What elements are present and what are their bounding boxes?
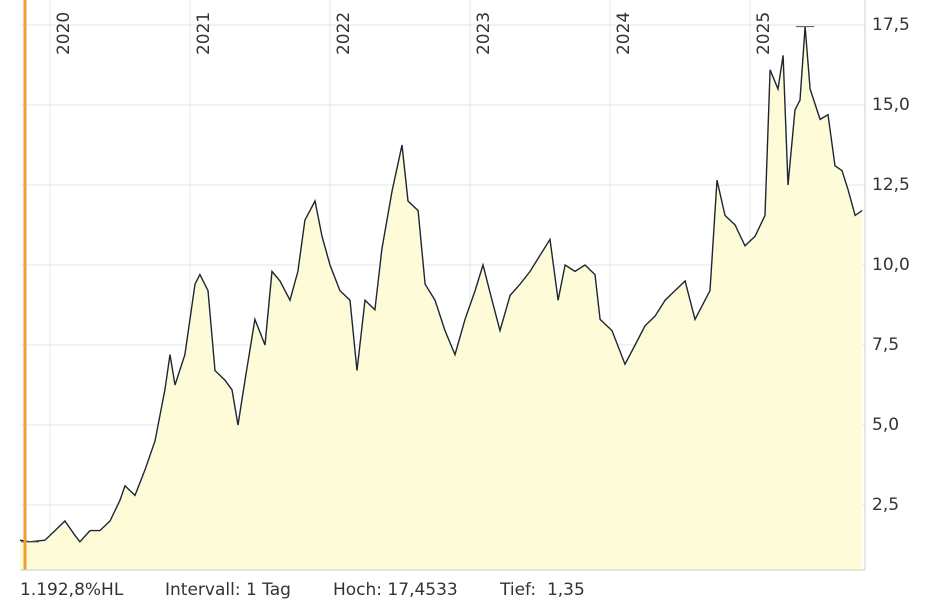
x-tick-label: 2025	[754, 12, 774, 55]
y-tick-label: 2,5	[872, 495, 899, 515]
y-tick-label: 7,5	[872, 335, 899, 355]
x-tick-label: 2020	[54, 12, 74, 55]
y-tick-label: 17,5	[872, 15, 910, 35]
x-tick-label: 2022	[334, 12, 354, 55]
x-tick-label: 2023	[474, 12, 494, 55]
y-tick-label: 15,0	[872, 95, 910, 115]
y-tick-label: 10,0	[872, 255, 910, 275]
footer-change: 1.192,8%HL	[20, 580, 124, 600]
footer-low: Tief: 1,35	[499, 580, 585, 600]
y-tick-label: 5,0	[872, 415, 899, 435]
x-tick-label: 2024	[614, 12, 634, 55]
y-tick-label: 12,5	[872, 175, 910, 195]
x-tick-label: 2021	[194, 12, 214, 55]
footer-interval: Intervall: 1 Tag	[165, 580, 291, 600]
area-fill	[20, 26, 863, 571]
price-line	[19, 26, 863, 543]
footer-high: Hoch: 17,4533	[333, 580, 458, 600]
